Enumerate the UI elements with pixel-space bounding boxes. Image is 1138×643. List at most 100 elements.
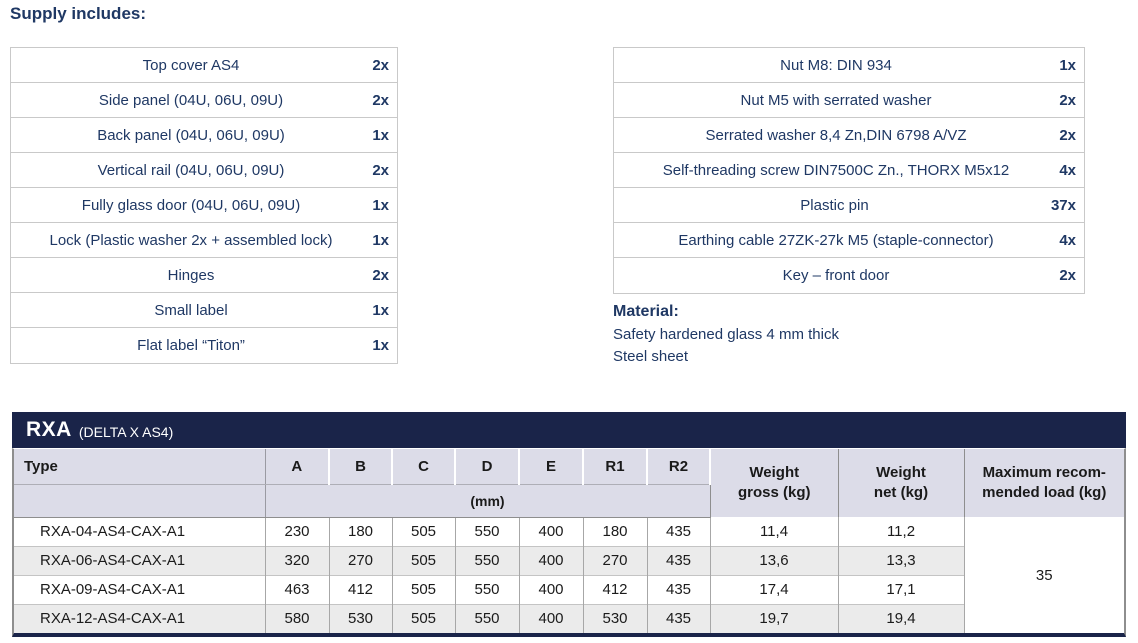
col-header-d: D bbox=[455, 449, 520, 485]
weight-net-cell: 17,1 bbox=[838, 574, 965, 604]
weight-gross-cell: 19,7 bbox=[710, 603, 839, 633]
dim-a-cell: 580 bbox=[265, 603, 330, 633]
dim-d-cell: 550 bbox=[455, 603, 520, 633]
supply-item-row: Flat label “Titon” 1x bbox=[11, 328, 397, 363]
item-name: Fully glass door (04U, 06U, 09U) bbox=[81, 196, 301, 214]
supply-item-row: Fully glass door (04U, 06U, 09U) 1x bbox=[11, 188, 397, 223]
item-name: Lock (Plastic washer 2x + assembled lock… bbox=[49, 231, 333, 249]
rxa-series-subtitle: (DELTA X AS4) bbox=[78, 423, 174, 440]
type-cell: RXA-06-AS4-CAX-A1 bbox=[14, 545, 266, 575]
dim-b-cell: 530 bbox=[329, 603, 393, 633]
rxa-title-bar: RXA (DELTA X AS4) bbox=[12, 412, 1126, 448]
dim-c-cell: 505 bbox=[392, 603, 456, 633]
supply-item-row: Serrated washer 8,4 Zn,DIN 6798 A/VZ 2x bbox=[614, 118, 1084, 153]
material-section: Material: Safety hardened glass 4 mm thi… bbox=[613, 303, 839, 368]
type-cell: RXA-09-AS4-CAX-A1 bbox=[14, 574, 266, 604]
item-qty: 1x bbox=[372, 337, 389, 354]
dim-e-cell: 400 bbox=[519, 517, 584, 546]
empty-header-cell bbox=[14, 484, 266, 518]
item-name: Hinges bbox=[167, 266, 215, 284]
item-name: Top cover AS4 bbox=[142, 56, 240, 74]
supply-table-right: Nut M8: DIN 934 1x Nut M5 with serrated … bbox=[613, 47, 1085, 294]
dim-e-cell: 400 bbox=[519, 603, 584, 633]
weight-net-cell: 19,4 bbox=[838, 603, 965, 633]
col-header-max-load: Maximum recom- mended load (kg) bbox=[964, 449, 1124, 517]
dim-d-cell: 550 bbox=[455, 545, 520, 575]
item-qty: 2x bbox=[1059, 267, 1076, 284]
dim-r1-cell: 270 bbox=[583, 545, 648, 575]
dim-r2-cell: 435 bbox=[647, 545, 711, 575]
col-header-type: Type bbox=[14, 449, 266, 485]
material-line: Safety hardened glass 4 mm thick bbox=[613, 326, 839, 343]
rxa-series-title: RXA bbox=[26, 418, 72, 441]
item-qty: 1x bbox=[372, 231, 389, 249]
dim-r1-cell: 412 bbox=[583, 574, 648, 604]
dim-a-cell: 320 bbox=[265, 545, 330, 575]
item-name: Self-threading screw DIN7500C Zn., THORX… bbox=[662, 161, 1010, 179]
item-qty: 1x bbox=[1059, 56, 1076, 74]
col-header-weight-net: Weight net (kg) bbox=[838, 449, 965, 517]
type-cell: RXA-12-AS4-CAX-A1 bbox=[14, 603, 266, 633]
dim-r2-cell: 435 bbox=[647, 517, 711, 546]
item-name: Back panel (04U, 06U, 09U) bbox=[97, 126, 285, 144]
header-row-2: (mm) bbox=[14, 484, 1124, 518]
item-qty: 2x bbox=[1059, 126, 1076, 144]
weight-net-cell: 11,2 bbox=[838, 517, 965, 546]
item-qty: 37x bbox=[1050, 196, 1076, 214]
dim-a-cell: 463 bbox=[265, 574, 330, 604]
col-header-r2: R2 bbox=[647, 449, 711, 485]
type-cell: RXA-04-AS4-CAX-A1 bbox=[14, 517, 266, 546]
rxa-spec-table: Type A B C D E R1 R2 Weight gross (kg) W… bbox=[14, 449, 1124, 633]
dim-c-cell: 505 bbox=[392, 574, 456, 604]
dim-r2-cell: 435 bbox=[647, 603, 711, 633]
supply-item-row: Small label 1x bbox=[11, 293, 397, 328]
max-load-value: 35 bbox=[964, 517, 1124, 633]
col-header-c: C bbox=[392, 449, 456, 485]
dim-c-cell: 505 bbox=[392, 545, 456, 575]
item-qty: 2x bbox=[1059, 91, 1076, 109]
item-qty: 2x bbox=[372, 56, 389, 74]
item-qty: 4x bbox=[1059, 161, 1076, 179]
col-header-a: A bbox=[265, 449, 330, 485]
item-qty: 1x bbox=[372, 196, 389, 214]
item-name: Nut M8: DIN 934 bbox=[780, 56, 892, 74]
supply-item-row: Nut M5 with serrated washer 2x bbox=[614, 83, 1084, 118]
dim-b-cell: 270 bbox=[329, 545, 393, 575]
supply-item-row: Side panel (04U, 06U, 09U) 2x bbox=[11, 83, 397, 118]
table-row: RXA-04-AS4-CAX-A1 230 180 505 550 400 18… bbox=[14, 517, 1124, 633]
material-line: Steel sheet bbox=[613, 348, 689, 365]
item-name: Vertical rail (04U, 06U, 09U) bbox=[97, 161, 285, 179]
dim-d-cell: 550 bbox=[455, 574, 520, 604]
col-header-b: B bbox=[329, 449, 393, 485]
dim-r2-cell: 435 bbox=[647, 574, 711, 604]
item-qty: 2x bbox=[372, 91, 389, 109]
dim-b-cell: 180 bbox=[329, 517, 393, 546]
weight-gross-cell: 17,4 bbox=[710, 574, 839, 604]
weight-gross-cell: 11,4 bbox=[710, 517, 839, 546]
dim-r1-cell: 530 bbox=[583, 603, 648, 633]
supply-item-row: Lock (Plastic washer 2x + assembled lock… bbox=[11, 223, 397, 258]
dim-c-cell: 505 bbox=[392, 517, 456, 546]
item-name: Serrated washer 8,4 Zn,DIN 6798 A/VZ bbox=[705, 126, 967, 144]
header-row-1: Type A B C D E R1 R2 Weight gross (kg) W… bbox=[14, 449, 1124, 517]
supply-item-row: Back panel (04U, 06U, 09U) 1x bbox=[11, 118, 397, 153]
supply-item-row: Plastic pin 37x bbox=[614, 188, 1084, 223]
table-row: RXA-09-AS4-CAX-A1 463 412 505 550 400 41… bbox=[14, 574, 1124, 604]
supply-item-row: Hinges 2x bbox=[11, 258, 397, 293]
rxa-table-border: Type A B C D E R1 R2 Weight gross (kg) W… bbox=[12, 448, 1126, 637]
supply-table-left: Top cover AS4 2x Side panel (04U, 06U, 0… bbox=[10, 47, 398, 364]
material-heading: Material: bbox=[613, 303, 679, 320]
item-qty: 4x bbox=[1059, 231, 1076, 249]
col-header-r1: R1 bbox=[583, 449, 648, 485]
dim-a-cell: 230 bbox=[265, 517, 330, 546]
item-name: Flat label “Titon” bbox=[137, 337, 245, 354]
dim-d-cell: 550 bbox=[455, 517, 520, 546]
mm-unit-header: (mm) bbox=[265, 484, 711, 518]
weight-gross-cell: 13,6 bbox=[710, 545, 839, 575]
item-name: Plastic pin bbox=[800, 196, 869, 214]
table-row: RXA-06-AS4-CAX-A1 320 270 505 550 400 27… bbox=[14, 545, 1124, 575]
table-row: RXA-12-AS4-CAX-A1 580 530 505 550 400 53… bbox=[14, 603, 1124, 633]
item-name: Earthing cable 27ZK-27k M5 (staple-conne… bbox=[678, 231, 994, 249]
item-qty: 1x bbox=[372, 301, 389, 319]
